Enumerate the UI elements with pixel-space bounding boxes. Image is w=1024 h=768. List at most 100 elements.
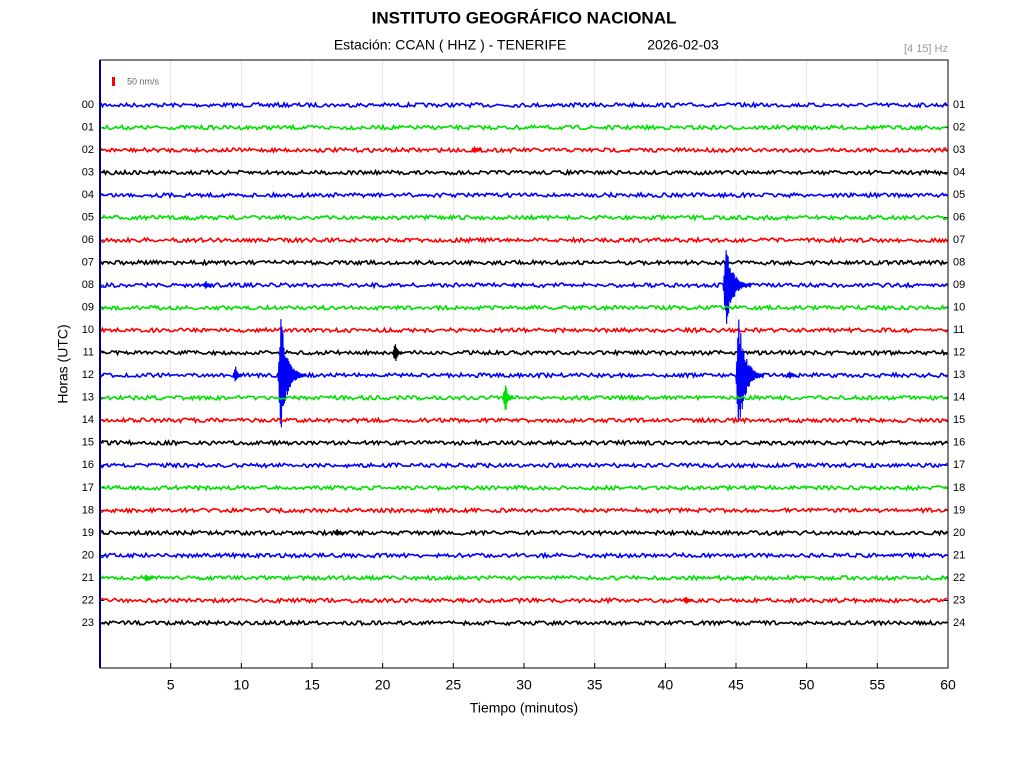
y2-tick-label: 15 [953, 414, 965, 426]
trace [100, 146, 948, 154]
y-tick-label: 02 [82, 144, 94, 156]
y-tick-label: 10 [82, 324, 94, 336]
y2-tick-label: 16 [953, 437, 965, 449]
y2-tick-label: 10 [953, 302, 965, 314]
y2-tick-label: 09 [953, 279, 965, 291]
y2-tick-label: 11 [953, 324, 964, 336]
y2-tick-label: 24 [953, 617, 965, 629]
y2-tick-label: 21 [953, 549, 965, 561]
trace [100, 190, 948, 200]
trace [100, 506, 948, 515]
x-axis-label: Tiempo (minutos) [470, 700, 578, 716]
y2-tick-label: 17 [953, 459, 965, 471]
scale-bar [112, 77, 115, 86]
y-tick-label: 14 [82, 414, 94, 426]
y-tick-label: 01 [82, 121, 94, 133]
trace [100, 281, 948, 290]
y2-tick-label: 07 [953, 234, 965, 246]
y-tick-label: 12 [82, 369, 94, 381]
y2-tick-label: 14 [953, 392, 965, 404]
y-tick-label: 04 [82, 189, 94, 201]
trace [100, 168, 948, 177]
trace [100, 574, 948, 582]
trace [100, 326, 948, 335]
event [683, 596, 694, 604]
y-tick-label: 11 [83, 347, 94, 359]
x-tick-label: 50 [799, 677, 815, 693]
y-tick-label: 13 [82, 392, 94, 404]
trace [100, 416, 948, 425]
y-tick-label: 05 [82, 212, 94, 224]
event [471, 146, 482, 153]
y-tick-label: 21 [82, 572, 94, 584]
event [735, 319, 765, 422]
y-tick-label: 09 [82, 302, 94, 314]
y-tick-label: 07 [82, 257, 94, 269]
y2-tick-label: 04 [953, 166, 965, 178]
trace [100, 619, 948, 627]
y-tick-label: 19 [82, 527, 94, 539]
y-tick-label: 00 [82, 99, 94, 111]
date: 2026-02-03 [647, 37, 719, 53]
y-tick-label: 18 [82, 504, 94, 516]
x-tick-label: 60 [940, 677, 956, 693]
trace [100, 461, 948, 470]
x-tick-label: 45 [728, 677, 744, 693]
y-tick-label: 08 [82, 279, 94, 291]
event [232, 366, 244, 382]
x-tick-label: 20 [375, 677, 391, 693]
trace [100, 394, 948, 402]
event [143, 574, 154, 582]
y2-tick-label: 08 [953, 257, 965, 269]
y2-tick-label: 23 [953, 594, 965, 606]
trace [100, 213, 948, 222]
y2-tick-label: 02 [953, 121, 965, 133]
trace [100, 236, 948, 244]
trace [100, 438, 948, 447]
trace [101, 551, 948, 560]
x-tick-label: 40 [658, 677, 674, 693]
x-tick-label: 10 [234, 677, 250, 693]
event [202, 281, 214, 289]
x-tick-label: 25 [446, 677, 462, 693]
event [502, 385, 514, 410]
trace [100, 528, 948, 537]
y2-tick-label: 20 [953, 527, 965, 539]
y-tick-label: 17 [82, 482, 94, 494]
y-tick-label: 22 [82, 594, 94, 606]
trace [100, 258, 948, 267]
y-tick-label: 23 [82, 617, 94, 629]
x-tick-label: 15 [304, 677, 320, 693]
subtitle: Estación: CCAN ( HHZ ) - TENERIFE [334, 37, 566, 53]
scale-label: 50 nm/s [127, 76, 160, 86]
y-tick-label: 15 [82, 437, 94, 449]
trace [100, 596, 948, 605]
x-tick-label: 5 [167, 677, 175, 693]
event [391, 344, 403, 362]
chart-title: INSTITUTO GEOGRÁFICO NACIONAL [372, 8, 677, 27]
x-tick-label: 35 [587, 677, 603, 693]
event [786, 371, 798, 379]
y-axis-label: Horas (UTC) [55, 324, 71, 403]
y2-tick-label: 13 [953, 369, 965, 381]
trace [100, 123, 948, 132]
y2-tick-label: 22 [953, 572, 965, 584]
y-tick-label: 06 [82, 234, 94, 246]
y2-tick-label: 06 [953, 212, 965, 224]
x-tick-label: 30 [516, 677, 532, 693]
y2-tick-label: 19 [953, 504, 965, 516]
event [333, 529, 345, 536]
trace [100, 348, 948, 357]
y-tick-label: 16 [82, 459, 94, 471]
x-tick-label: 55 [870, 677, 886, 693]
y2-tick-label: 12 [953, 347, 965, 359]
trace [100, 303, 948, 312]
y2-tick-label: 18 [953, 482, 965, 494]
trace [100, 101, 948, 110]
event [722, 250, 752, 324]
y-tick-label: 03 [82, 166, 94, 178]
y2-tick-label: 03 [953, 144, 965, 156]
y2-tick-label: 05 [953, 189, 965, 201]
